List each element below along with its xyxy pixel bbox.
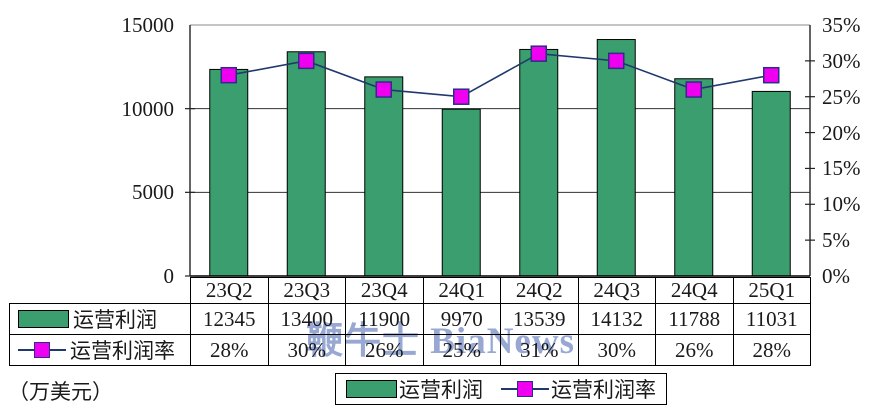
- table-cell-24Q4-profit: 11788: [655, 303, 734, 335]
- category-label-23Q2: 23Q2: [190, 277, 269, 304]
- right-axis-tick-label: 35%: [822, 13, 861, 37]
- line-marker-icon: [517, 381, 533, 397]
- table-cell-25Q1-profit: 11031: [732, 303, 811, 335]
- bar-23Q2: [209, 68, 249, 277]
- table-row-margin: 运营利润率 28% 30% 26% 25% 31% 30% 26% 28%: [9, 334, 811, 366]
- bar-series-swatch: [346, 380, 397, 398]
- table-cell-23Q2-margin: 28%: [190, 334, 269, 366]
- category-label-24Q3: 24Q3: [577, 277, 656, 304]
- table-key-bar-label: 运营利润: [73, 308, 157, 332]
- right-axis-tick-label: 0%: [822, 264, 850, 288]
- table-category-row: 23Q2 23Q3 23Q4 24Q1 24Q2 24Q3 24Q4 25Q1: [10, 277, 811, 304]
- data-table: 23Q2 23Q3 23Q4 24Q1 24Q2 24Q3 24Q4 25Q1 运营利润 1234…: [9, 277, 811, 366]
- table-cell-24Q3-margin: 30%: [577, 334, 656, 366]
- legend-line-label: 运营利润率: [551, 378, 656, 402]
- legend-bar-label: 运营利润: [399, 378, 483, 402]
- line-series-swatch: [501, 381, 549, 397]
- table-key-cell: 运营利润: [9, 303, 191, 335]
- right-axis-tick-label: 10%: [822, 192, 861, 217]
- marker-24Q2: [530, 45, 547, 62]
- bar-24Q3: [596, 39, 636, 277]
- table-cell-24Q2-margin: 31%: [500, 334, 579, 366]
- category-label-25Q1: 25Q1: [732, 277, 811, 304]
- table-cell-24Q3-profit: 14132: [577, 303, 656, 335]
- table-cell-23Q4-margin: 26%: [345, 334, 424, 366]
- unit-label: （万美元）: [8, 380, 113, 404]
- right-axis-tick-label: 20%: [822, 120, 861, 145]
- table-cell-25Q1-margin: 28%: [732, 334, 811, 366]
- bar-24Q1: [441, 108, 481, 277]
- table-cell-23Q3-margin: 30%: [267, 334, 346, 366]
- table-cell-24Q1-profit: 9970: [422, 303, 501, 335]
- marker-24Q3: [608, 52, 625, 70]
- left-axis-tick-label: 15000: [121, 13, 175, 37]
- category-label-24Q1: 24Q1: [422, 277, 501, 304]
- category-label-24Q4: 24Q4: [655, 277, 734, 304]
- left-axis-tick-label: 10000: [121, 96, 175, 121]
- line-series-swatch: [18, 342, 66, 358]
- category-label-23Q4: 23Q4: [345, 277, 424, 304]
- right-axis-tick-label: 15%: [822, 156, 861, 181]
- table-cell-24Q4-margin: 26%: [655, 334, 734, 366]
- table-key-cell: 运营利润率: [9, 334, 191, 366]
- right-axis-tick-label: 25%: [822, 84, 861, 109]
- right-axis-tick-label: 30%: [822, 48, 861, 73]
- table-cell-24Q1-margin: 25%: [422, 334, 501, 366]
- category-label-24Q2: 24Q2: [500, 277, 579, 304]
- left-axis-tick-label: 5000: [132, 180, 174, 205]
- marker-24Q4: [685, 81, 702, 98]
- table-row-profit: 运营利润 12345 13400 11900 9970 13539 14132 11788 11…: [9, 303, 811, 335]
- line-marker-icon: [34, 342, 50, 358]
- table-cell-23Q3-profit: 13400: [267, 303, 346, 335]
- marker-25Q1: [763, 66, 780, 84]
- marker-23Q4: [375, 81, 392, 98]
- bar-25Q1: [751, 90, 791, 277]
- bar-23Q4: [364, 76, 404, 277]
- marker-23Q3: [298, 52, 315, 70]
- table-cell-23Q2-profit: 12345: [190, 303, 269, 335]
- table-key-line-label: 运营利润率: [70, 339, 175, 363]
- marker-23Q2: [220, 66, 237, 84]
- bar-23Q3: [286, 51, 326, 277]
- legend: 运营利润 运营利润率: [335, 373, 667, 405]
- margin-line: [228, 52, 772, 98]
- left-axis-tick-label: 0: [163, 264, 175, 288]
- table-corner-blank: [10, 278, 191, 304]
- marker-24Q1: [453, 88, 470, 105]
- bar-series-swatch: [18, 310, 69, 328]
- table-cell-23Q4-profit: 11900: [345, 303, 424, 335]
- bar-24Q2: [519, 48, 559, 277]
- right-axis-tick-label: 5%: [822, 228, 850, 253]
- table-cell-24Q2-profit: 13539: [500, 303, 579, 335]
- category-label-23Q3: 23Q3: [267, 277, 346, 304]
- bar-24Q4: [674, 78, 714, 277]
